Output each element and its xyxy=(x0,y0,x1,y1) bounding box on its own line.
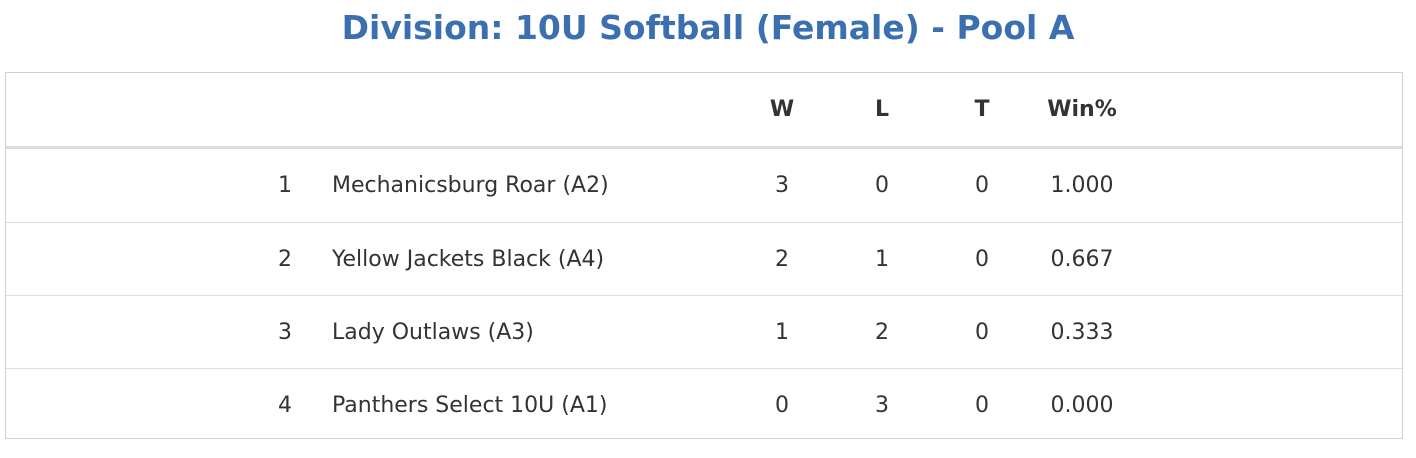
team-name: Lady Outlaws (A3) xyxy=(332,319,534,345)
wins: 1 xyxy=(775,319,789,345)
team-row: 3 Lady Outlaws (A3) 1 2 0 0.333 xyxy=(6,295,1402,368)
win-pct: 0.000 xyxy=(1050,392,1114,418)
ties: 0 xyxy=(975,392,989,418)
column-header: T xyxy=(974,97,990,122)
team-row: 2 Yellow Jackets Black (A4) 2 1 0 0.667 xyxy=(6,222,1402,295)
rank: 2 xyxy=(278,246,292,272)
win-pct: 0.333 xyxy=(1050,319,1114,345)
rank: 3 xyxy=(278,319,292,345)
team-name: Yellow Jackets Black (A4) xyxy=(332,246,605,272)
division-title: Division: 10U Softball (Female) - Pool A xyxy=(341,8,1075,47)
team-name: Mechanicsburg Roar (A2) xyxy=(332,172,609,198)
ties: 0 xyxy=(975,319,989,345)
rank: 4 xyxy=(278,392,292,418)
wins: 3 xyxy=(775,172,789,198)
team-row: 1 Mechanicsburg Roar (A2) 3 0 0 1.000 xyxy=(6,149,1402,221)
standings-table: W L T Win% 1 Mechanicsburg Roar (A2) 3 0 0 1.000 2… xyxy=(5,72,1403,439)
rank: 1 xyxy=(278,172,292,198)
column-header: W xyxy=(769,97,795,122)
win-pct: 1.000 xyxy=(1050,172,1114,198)
team-name: Panthers Select 10U (A1) xyxy=(332,392,608,418)
losses: 2 xyxy=(875,319,889,345)
column-header: Win% xyxy=(1047,97,1117,122)
ties: 0 xyxy=(975,246,989,272)
win-pct: 0.667 xyxy=(1050,246,1114,272)
wins: 2 xyxy=(775,246,789,272)
losses: 1 xyxy=(875,246,889,272)
wins: 0 xyxy=(775,392,789,418)
losses: 3 xyxy=(875,392,889,418)
ties: 0 xyxy=(975,172,989,198)
losses: 0 xyxy=(875,172,889,198)
column-header: L xyxy=(874,97,890,122)
team-row: 4 Panthers Select 10U (A1) 0 3 0 0.000 xyxy=(6,368,1402,441)
header-row: W L T Win% xyxy=(6,73,1402,149)
